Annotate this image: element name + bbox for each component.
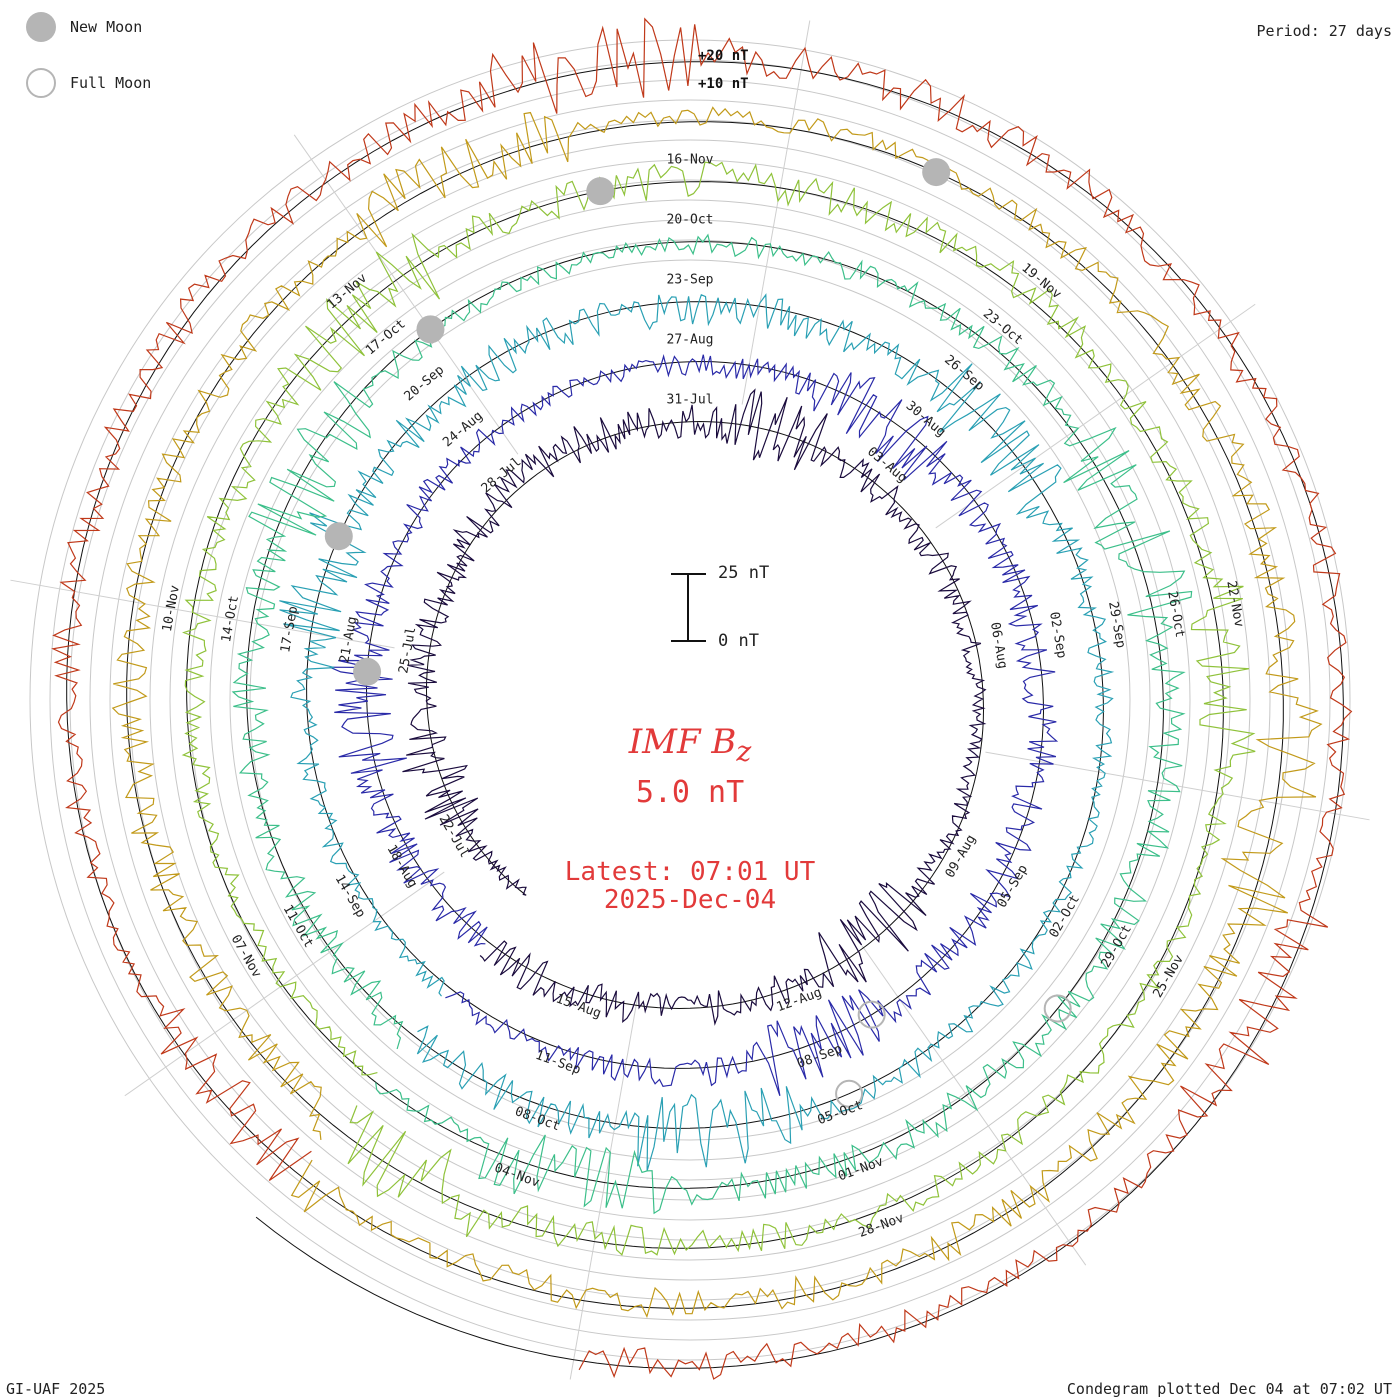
date-label: 02-Sep — [1046, 611, 1069, 660]
date-label: 15-Aug — [554, 991, 603, 1021]
date-label: 23-Sep — [667, 273, 714, 288]
grid-circle — [49, 59, 1331, 1341]
date-label: 04-Nov — [492, 1161, 541, 1191]
latest-date-line: 2025-Dec-04 — [603, 885, 777, 915]
grid-circle — [149, 159, 1231, 1241]
date-label: 25-Nov — [1151, 952, 1188, 1000]
grid-circle — [249, 259, 1131, 1141]
grid-spoke — [935, 303, 1256, 529]
latest-time-line: Latest: 07:01 UT — [564, 857, 816, 887]
grid-circle — [169, 179, 1211, 1221]
imf-traces — [51, 17, 1353, 1380]
full-moon-marker — [857, 1000, 886, 1029]
date-label: 29-Sep — [1105, 600, 1128, 649]
legend-new-moon: New Moon — [26, 12, 142, 42]
date-label: 28-Nov — [857, 1211, 906, 1241]
date-label: 06-Aug — [987, 621, 1010, 670]
scale-top-label: 25 nT — [718, 563, 770, 583]
new-moon-marker — [922, 158, 951, 187]
grid-spoke — [741, 20, 811, 405]
grid-circle — [29, 39, 1351, 1361]
grid-circle — [89, 99, 1291, 1301]
full-moon-marker — [835, 1079, 864, 1108]
date-label: 20-Oct — [667, 213, 714, 228]
footer-plot-time: Condegram plotted Dec 04 at 07:02 UT — [1066, 1380, 1392, 1398]
grid-spoke — [861, 945, 1087, 1266]
trace-lap-5 — [181, 161, 1256, 1256]
scale-bar — [671, 573, 706, 642]
new-moon-marker — [416, 315, 445, 344]
date-label: 31-Jul — [667, 393, 714, 408]
full-moon-icon — [26, 68, 56, 98]
current-value: 5.0 nT — [635, 775, 745, 810]
chart-title-text: IMF B — [628, 722, 737, 762]
latest-time: Latest: 07:01 UT 2025-Dec-04 — [0, 858, 1380, 914]
moon-markers — [324, 158, 1072, 1108]
legend-full-moon-label: Full Moon — [70, 74, 152, 92]
grid-circle — [129, 139, 1251, 1261]
date-label: 22-Jul — [436, 812, 472, 860]
date-label: 14-Oct — [219, 595, 242, 644]
date-label: 10-Nov — [160, 584, 183, 633]
grid-spoke — [985, 751, 1370, 821]
period-label: Period: 27 days — [1256, 22, 1392, 40]
date-label: 07-Nov — [228, 932, 265, 980]
grid-spoke — [293, 134, 519, 455]
grid-circle — [209, 219, 1171, 1181]
chart-title-subscript: z — [736, 734, 752, 768]
new-moon-marker — [324, 522, 353, 551]
chart-title: IMF Bz — [0, 722, 1380, 768]
date-label: 16-Nov — [667, 153, 714, 168]
trace-lap-3 — [279, 293, 1115, 1172]
grid-circle — [189, 199, 1191, 1201]
legend-new-moon-label: New Moon — [70, 18, 143, 36]
grid-circle — [109, 119, 1271, 1281]
new-moon-marker — [353, 657, 382, 686]
grid-spoke — [569, 995, 639, 1380]
legend-full-moon: Full Moon — [26, 68, 151, 98]
trace-lap-1 — [402, 388, 987, 1026]
trace-lap-4 — [231, 233, 1193, 1215]
grid-spoke — [124, 871, 445, 1097]
date-label: 27-Aug — [667, 333, 714, 348]
trace-lap-2 — [329, 353, 1059, 1096]
new-moon-marker — [586, 177, 615, 206]
scale-bottom-label: 0 nT — [718, 631, 759, 651]
trace-lap-7 — [51, 17, 1353, 1380]
date-label: 01-Nov — [836, 1154, 885, 1184]
date-label: 12-Aug — [775, 985, 824, 1015]
date-label: 26-Oct — [1164, 590, 1187, 639]
ring-label-plus20: +20 nT — [698, 48, 749, 64]
date-label: 21-Aug — [337, 615, 360, 664]
footer-credit: GI-UAF 2025 — [6, 1380, 106, 1398]
trace-lap-6 — [111, 106, 1323, 1319]
date-label: 17-Sep — [278, 605, 301, 654]
ring-label-plus10: +10 nT — [698, 76, 749, 92]
full-moon-marker — [1043, 994, 1072, 1023]
new-moon-icon — [26, 12, 56, 42]
grid-circle — [229, 239, 1151, 1161]
date-labels: 22-Jul25-Jul28-Jul31-Jul03-Aug06-Aug09-A… — [160, 153, 1246, 1241]
grid-circle — [69, 79, 1311, 1321]
